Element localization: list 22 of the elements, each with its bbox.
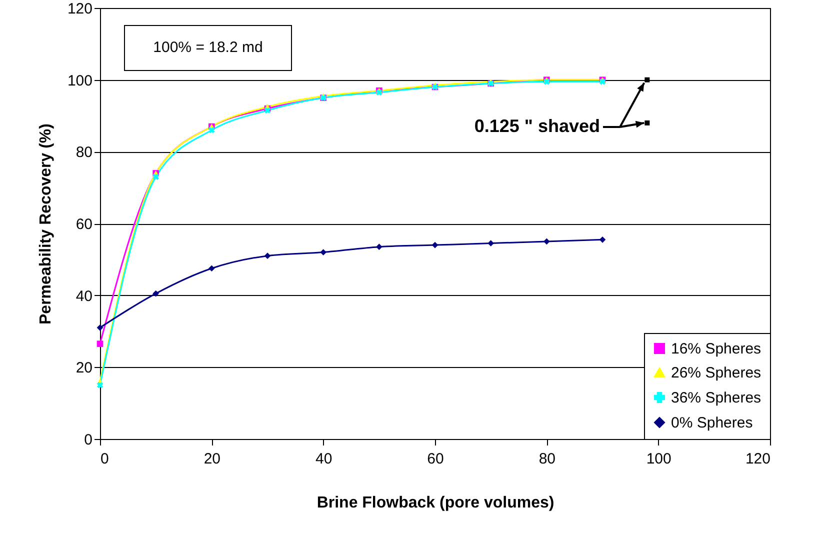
x-tick-label: 0 — [100, 450, 109, 468]
y-tick-label: 0 — [84, 432, 92, 448]
x-axis-title: Brine Flowback (pore volumes) — [316, 494, 554, 512]
legend-label: 16% Spheres — [671, 340, 762, 358]
x-tick-label: 20 — [204, 450, 221, 468]
legend-label: 26% Spheres — [671, 364, 762, 382]
y-tick-label: 60 — [76, 216, 92, 233]
x-tick-label: 40 — [315, 450, 332, 468]
x-tick-label: 60 — [427, 450, 444, 468]
x-tick-label: 120 — [745, 450, 770, 468]
y-tick-label: 100 — [67, 72, 92, 90]
legend-label: 36% Spheres — [671, 390, 762, 406]
annotation: 0.125 " shaved — [474, 116, 600, 136]
y-tick-label: 20 — [76, 360, 92, 377]
x-tick-label: 80 — [538, 450, 556, 468]
y-tick-label: 80 — [76, 144, 92, 162]
y-tick-label: 120 — [67, 0, 92, 18]
y-tick-label: 40 — [76, 288, 92, 305]
x-tick-label: 100 — [646, 450, 672, 468]
note-box: 100% = 18.2 md — [124, 25, 292, 71]
y-axis-title: Permeability Recovery (%) — [37, 124, 54, 324]
legend-label: 0% Spheres — [671, 414, 753, 432]
